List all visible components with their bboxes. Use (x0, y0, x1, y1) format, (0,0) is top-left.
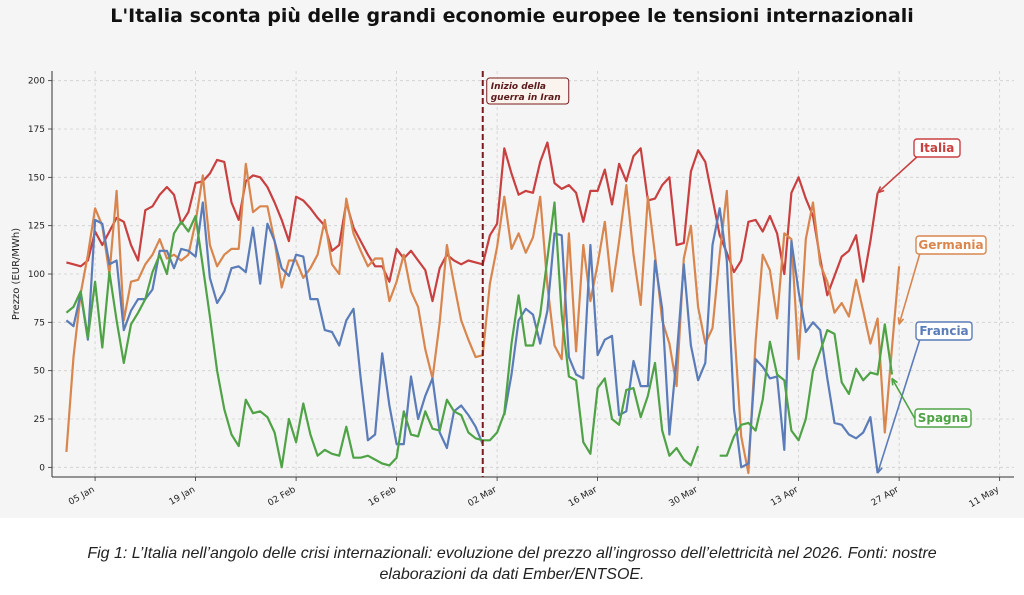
label-box-germania (915, 235, 987, 255)
label-box-italia (913, 138, 961, 158)
series-line-francia (65, 201, 879, 474)
x-tick-label: 16 Feb (367, 485, 398, 509)
caption-line-1: Fig 1: L’Italia nell’angolo delle crisi … (87, 545, 937, 562)
event-annotation-box (486, 77, 570, 105)
figure-caption: Fig 1: L’Italia nell’angolo delle crisi … (0, 543, 1024, 585)
event-annotation-text: Inizio della (491, 82, 546, 92)
label-arrow-italia (877, 155, 919, 194)
y-tick-label: 25 (34, 415, 45, 425)
x-tick-label: 11 May (968, 485, 1002, 510)
label-box-francia (915, 321, 973, 341)
y-tick-label: 75 (34, 318, 45, 328)
series-label-spagna: Spagna (918, 411, 969, 425)
y-tick-label: 125 (28, 222, 45, 232)
label-arrow-head-spagna (891, 377, 898, 386)
chart-title: L'Italia sconta più delle grandi economi… (110, 5, 914, 27)
x-tick-label: 02 Mar (467, 485, 499, 509)
y-tick-label: 150 (28, 173, 45, 183)
label-arrow-germania (898, 252, 921, 325)
y-tick-label: 200 (28, 77, 45, 87)
series-line-italia (66, 141, 879, 303)
x-tick-label: 16 Mar (567, 485, 599, 509)
y-tick-label: 100 (28, 270, 45, 280)
x-tick-label: 02 Feb (266, 485, 297, 509)
label-arrow-head-francia (876, 466, 883, 474)
x-tick-label: 05 Jan (67, 485, 96, 508)
x-tick-label: 30 Mar (668, 485, 700, 509)
label-box-spagna (914, 408, 972, 428)
y-tick-label: 0 (39, 463, 45, 473)
caption-line-2: elaborazioni da dati Ember/ENTSOE. (379, 566, 645, 583)
x-tick-label: 27 Apr (870, 485, 901, 509)
series-line-spagna (65, 201, 894, 469)
x-tick-label: 19 Jan (168, 485, 197, 508)
label-arrow-head-italia (876, 186, 885, 194)
y-axis-label: Prezzo (EUR/MWh) (11, 228, 22, 320)
figure-panel: L'Italia sconta più delle grandi economi… (11, 5, 1014, 511)
x-tick-label: 13 Apr (769, 485, 800, 509)
event-annotation-text: guerra in Iran (491, 93, 561, 103)
label-arrow-francia (876, 338, 921, 474)
y-tick-label: 50 (34, 367, 46, 377)
price-line-chart: 0 25 50 75 100 125 150 175 200 05 Jan 19 Jan 02 Feb… (11, 71, 1014, 510)
series-label-germania: Germania (918, 238, 983, 252)
y-tick-label: 175 (28, 125, 45, 135)
series-label-italia: Italia (920, 141, 955, 155)
label-arrow-head-germania (897, 317, 905, 325)
series-label-francia: Francia (919, 324, 968, 338)
